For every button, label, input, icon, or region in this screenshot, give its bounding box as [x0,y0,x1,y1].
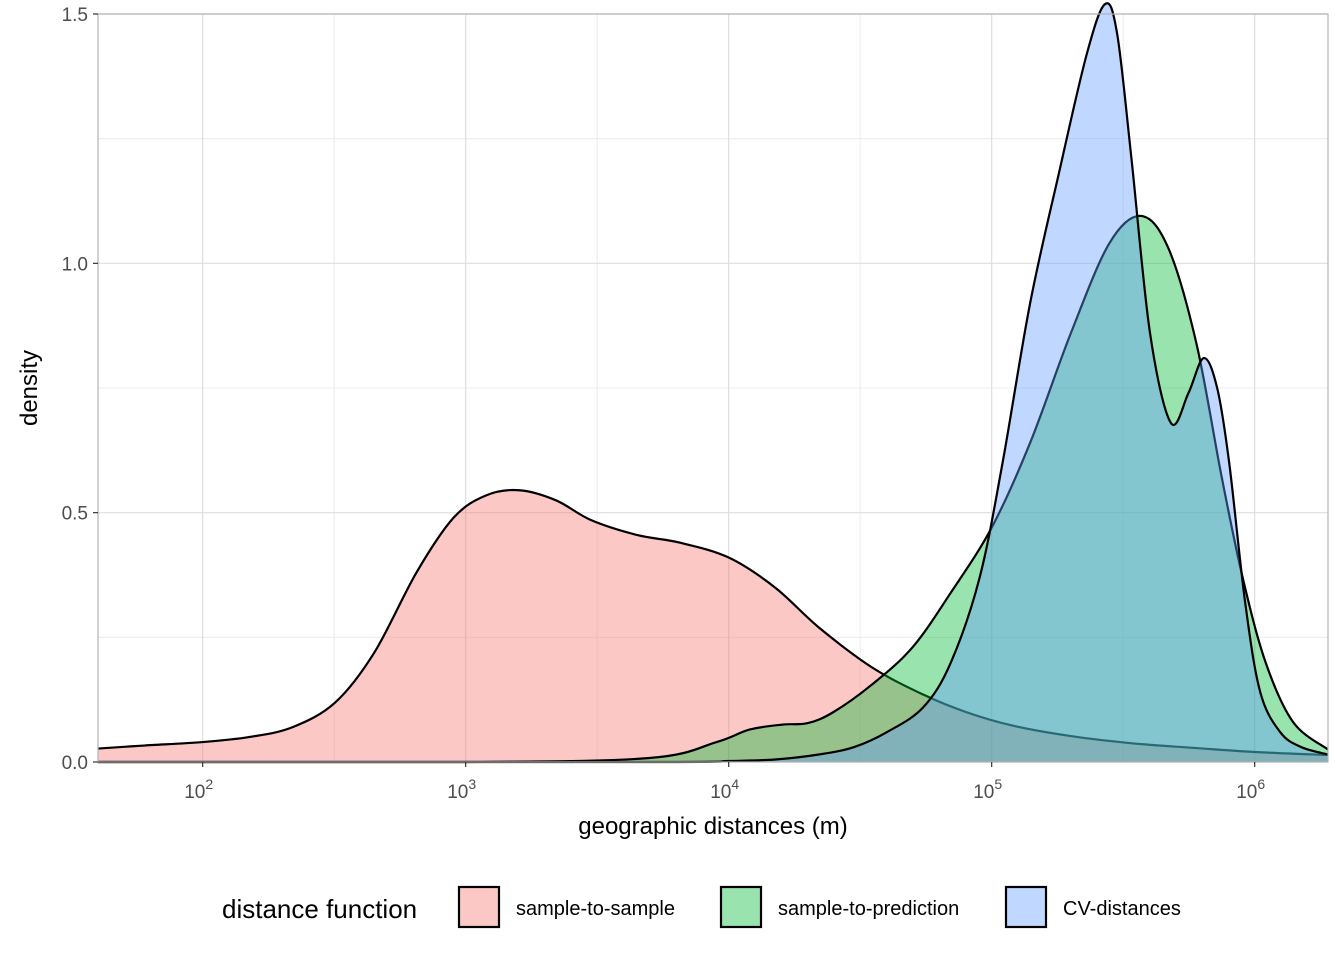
y-axis-title: density [16,350,43,426]
x-tick-label: 104 [710,776,739,803]
legend-title: distance function [222,894,417,924]
legend-label: sample-to-sample [516,898,675,920]
legend-key-bg [1005,886,1047,928]
density-area-CV-distances [98,3,1328,762]
legend-items: sample-to-sample sample-to-prediction CV-d… [457,885,1181,929]
legend-swatch [457,885,501,929]
x-axis-title: geographic distances (m) [578,813,847,840]
legend-label: sample-to-prediction [778,898,959,920]
density-outline-sample-to-sample [97,488,1329,757]
density-outline-CV-distances [98,2,1329,764]
y-axis-ticks: 0.0 0.5 1.0 1.5 [62,5,98,774]
y-tick-label: 1.5 [62,5,88,26]
x-axis-ticks: 102 103 104 105 106 [184,762,1265,803]
minor-gridlines [98,14,1328,762]
y-tick-label: 1.0 [62,254,88,275]
density-area-sample-to-sample [98,489,1328,762]
density-areas [97,2,1329,764]
density-outline-sample-to-prediction [98,214,1329,764]
x-tick-label: 102 [184,776,213,803]
y-tick-label: 0.5 [62,504,88,525]
x-tick-label: 106 [1236,776,1265,803]
legend-key-bg [458,886,500,928]
y-tick-label: 0.0 [62,753,88,774]
legend-swatch [1004,885,1048,929]
x-tick-label: 103 [447,776,476,803]
legend: distance function sample-to-sample sample… [222,885,1181,929]
plot-border [97,13,1329,763]
legend-label: CV-distances [1063,898,1181,920]
x-tick-label: 105 [973,776,1002,803]
density-area-sample-to-prediction [98,215,1328,762]
legend-key-bg [720,886,762,928]
legend-swatch [719,885,763,929]
